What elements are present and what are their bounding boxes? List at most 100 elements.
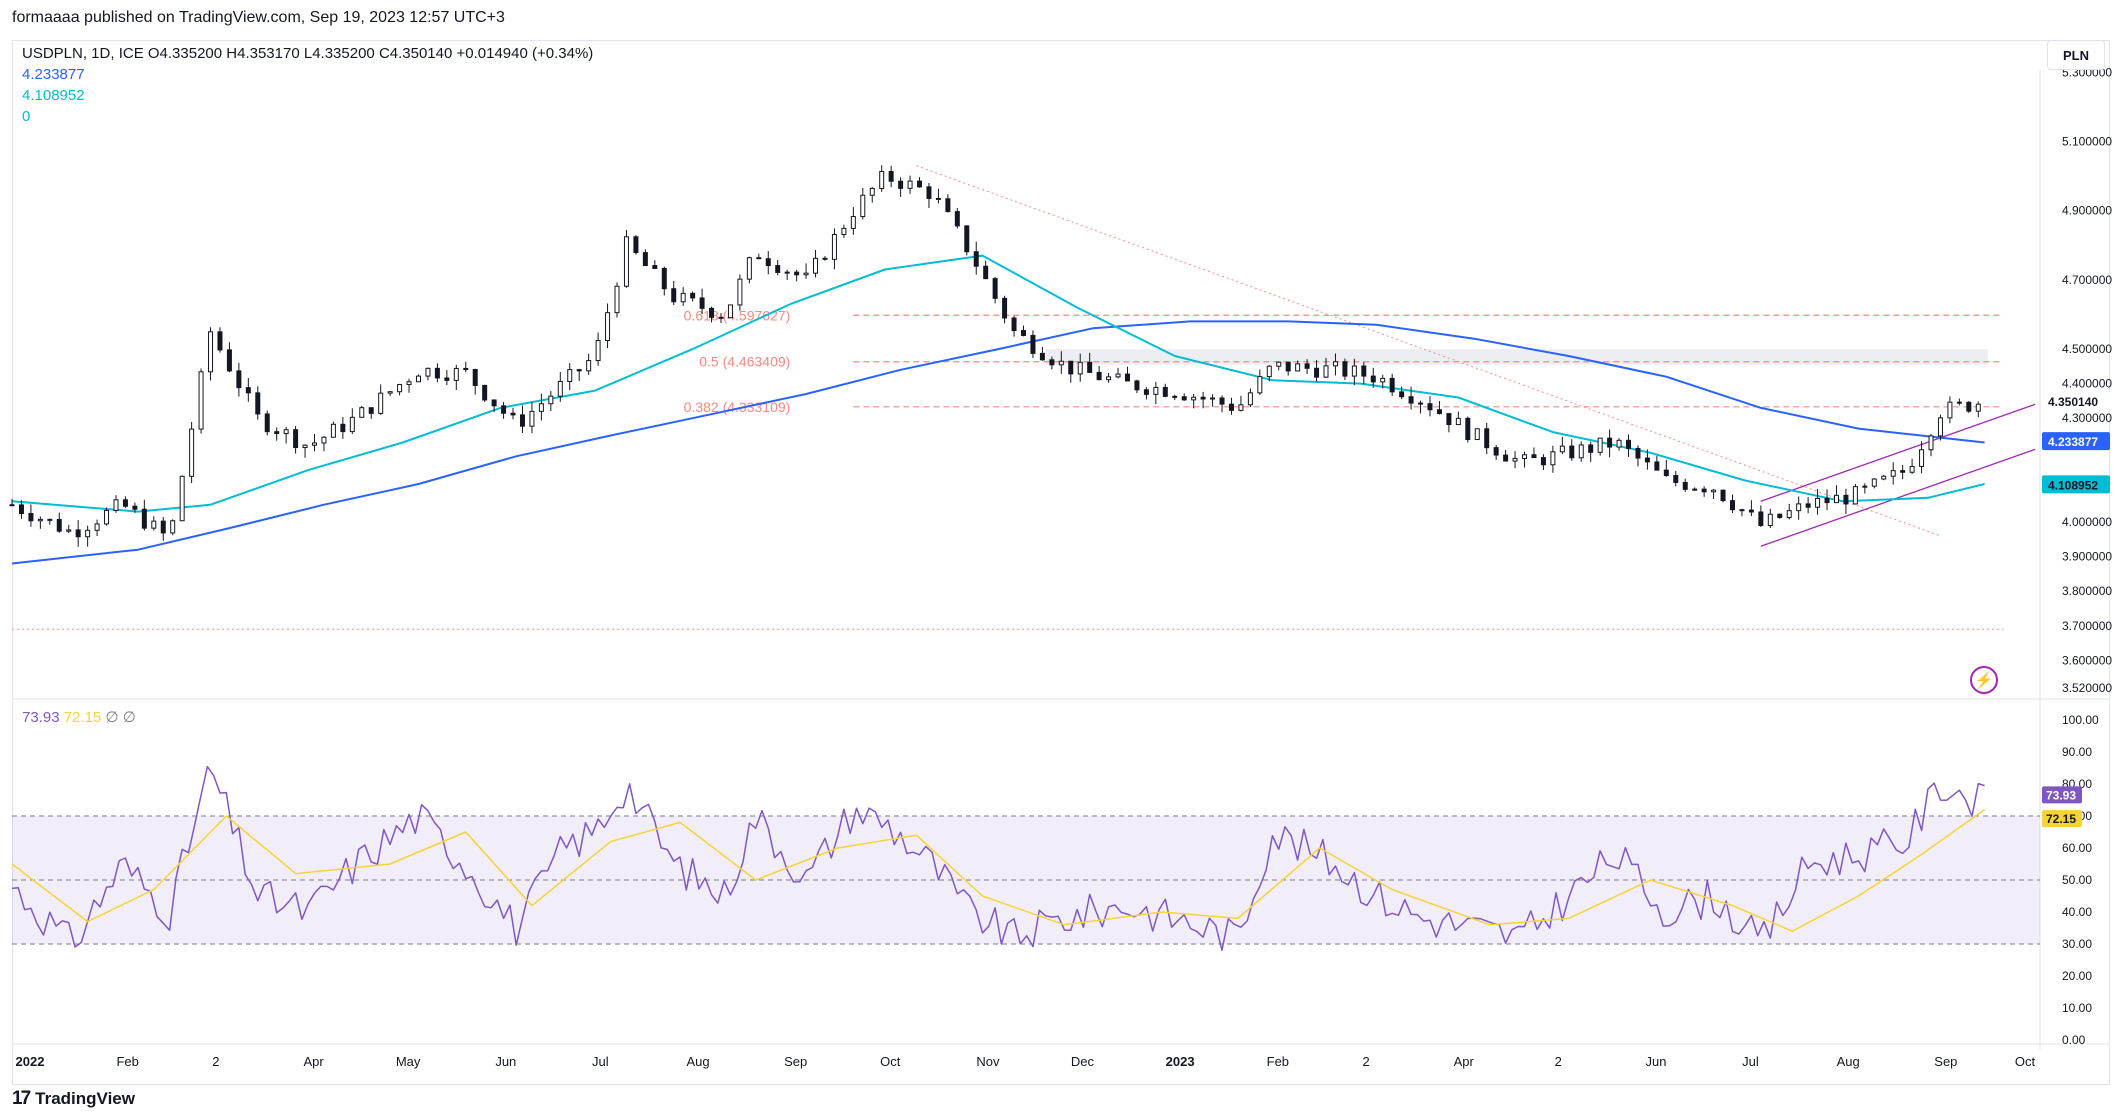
candle-body (633, 236, 639, 254)
candle-body (1389, 377, 1395, 393)
last-price-badge-bg (2042, 391, 2110, 410)
time-tick-label: Feb (116, 1054, 138, 1069)
time-tick-label: Apr (1454, 1054, 1475, 1069)
null-symbol-b: ∅ (122, 709, 136, 726)
time-tick-label: Nov (976, 1054, 1000, 1069)
time-tick-label: Jun (1645, 1054, 1666, 1069)
candle-body (1304, 363, 1310, 369)
candle-body (151, 520, 157, 529)
candle-body (463, 367, 469, 371)
candle-body (529, 410, 535, 427)
price-tick-label: 3.800000 (2062, 584, 2112, 598)
candle-body (992, 278, 998, 299)
price-tick-label: 3.600000 (2062, 653, 2112, 667)
candle-body (510, 412, 516, 416)
symbol-label[interactable]: USDPLN, 1D, ICE (22, 45, 144, 62)
candle-body (964, 225, 970, 253)
channel-lower-line (1760, 448, 2036, 547)
candle-body (1644, 457, 1650, 463)
candle-body (718, 316, 724, 319)
candle-body (869, 187, 875, 196)
candle-body (1068, 360, 1074, 375)
candle-body (1342, 361, 1348, 377)
candle-body (208, 331, 214, 373)
candle-body (813, 257, 819, 274)
candle-body (1436, 409, 1442, 415)
candle-body (586, 360, 592, 372)
candle-body (831, 233, 837, 260)
candle-body (226, 349, 232, 372)
price-tick-label: 4.400000 (2062, 377, 2112, 391)
candle-body (1928, 435, 1934, 451)
candle-body (1739, 509, 1745, 512)
candle-body (557, 380, 563, 397)
candle-body (737, 278, 743, 306)
candle-body (1522, 454, 1528, 459)
candle-body (415, 375, 421, 383)
time-tick-label: Apr (303, 1054, 324, 1069)
candle-body (56, 518, 62, 532)
price-tick-label: 5.100000 (2062, 134, 2112, 148)
footer-brand[interactable]: 17 TradingView (12, 1088, 135, 1110)
rsi-line (11, 765, 1985, 951)
candle-body (1418, 402, 1424, 405)
candle-body (94, 523, 100, 531)
candle-body (756, 257, 762, 260)
candle-body (444, 377, 450, 381)
candle-body (1833, 494, 1839, 504)
candle-body (765, 258, 771, 267)
time-tick-label: 2 (212, 1054, 219, 1069)
candle-body (642, 252, 648, 267)
close-value: C4.350140 (378, 45, 453, 62)
candle-body (397, 384, 403, 393)
candle-body (1039, 352, 1045, 361)
rsi-ma-badge: 72.15 (2046, 812, 2076, 826)
rsi-legend: 73.93 72.15 ∅ ∅ (22, 708, 136, 726)
candle-body (425, 367, 431, 377)
candle-body (614, 285, 620, 314)
candle-body (1682, 481, 1688, 490)
candle-body (1975, 403, 1981, 412)
candle-body (85, 529, 91, 538)
candle-body (1815, 497, 1821, 508)
currency-button[interactable]: PLN (2047, 40, 2105, 70)
time-tick-label: 2 (1555, 1054, 1562, 1069)
candle-body (141, 508, 147, 529)
candle-body (1956, 401, 1962, 404)
candle-body (255, 392, 261, 415)
candle-body (1569, 445, 1575, 459)
candle-body (1134, 380, 1140, 391)
candle-body (66, 529, 72, 532)
candle-body (1862, 485, 1868, 488)
candle-body (1257, 376, 1263, 394)
candle-body (1654, 461, 1660, 471)
candle-body (406, 381, 412, 386)
lightning-icon[interactable]: ⚡ (1970, 666, 1998, 694)
price-tick-label: 4.300000 (2062, 411, 2112, 425)
candle-body (349, 416, 355, 433)
candle-body (1191, 396, 1197, 401)
candle-body (1115, 373, 1121, 378)
candle-body (1635, 447, 1641, 459)
candle-body (1711, 489, 1717, 493)
candle-body (160, 520, 166, 534)
candle-body (746, 257, 752, 280)
candle-body (879, 171, 885, 189)
candle-body (1172, 395, 1178, 398)
rsi-tick-label: 10.00 (2062, 1001, 2092, 1015)
candle-body (170, 520, 176, 534)
candle-body (75, 529, 81, 538)
candle-body (1616, 439, 1622, 448)
ma-short-line (11, 254, 1985, 513)
candle-body (1446, 413, 1452, 426)
candle-body (661, 267, 667, 290)
candle-body (236, 370, 242, 389)
candle-body (472, 369, 478, 386)
candle-body (482, 384, 488, 401)
high-value: H4.353170 (226, 45, 300, 62)
time-tick-label: Jul (1742, 1054, 1759, 1069)
candle-body (1578, 444, 1584, 459)
time-tick-label: Jun (495, 1054, 516, 1069)
candle-body (1531, 454, 1537, 459)
